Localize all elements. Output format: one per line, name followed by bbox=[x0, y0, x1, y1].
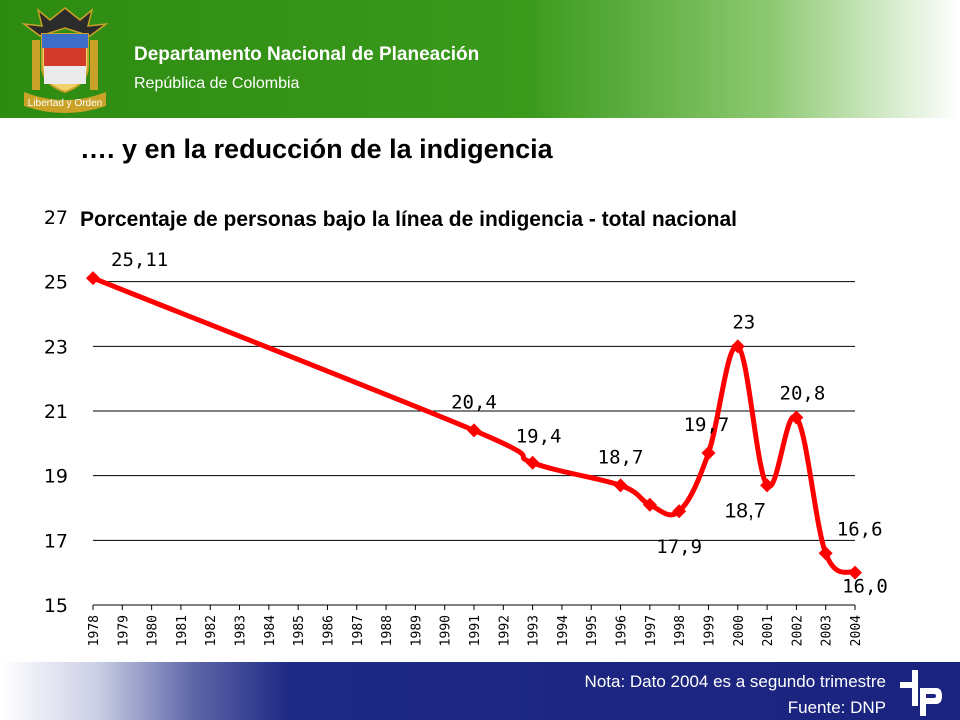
data-label: 16,6 bbox=[837, 518, 883, 540]
data-point-marker bbox=[760, 478, 775, 493]
organization-name: Departamento Nacional de Planeación bbox=[134, 44, 480, 65]
x-tick-label: 1979 bbox=[116, 615, 131, 646]
data-point-marker bbox=[672, 504, 687, 519]
x-tick-label: 1982 bbox=[204, 615, 219, 646]
data-point-marker bbox=[613, 478, 628, 493]
data-note: Nota: Dato 2004 es a segundo trimestre bbox=[584, 672, 886, 691]
data-point-marker bbox=[525, 455, 540, 470]
data-point-marker bbox=[86, 271, 100, 286]
crest-motto: Libertad y Orden bbox=[28, 98, 103, 109]
data-label: 16,0 bbox=[842, 576, 888, 598]
y-tick-label: 27 bbox=[44, 207, 68, 229]
x-tick-label: 1984 bbox=[263, 615, 278, 646]
data-source: Fuente: DNP bbox=[787, 698, 886, 717]
y-tick-label: 23 bbox=[44, 336, 68, 358]
x-tick-label: 1993 bbox=[527, 615, 542, 646]
header-banner: Libertad y Orden Departamento Nacional d… bbox=[0, 0, 960, 118]
data-point-marker bbox=[848, 565, 862, 580]
x-tick-label: 2001 bbox=[761, 615, 776, 646]
x-tick-label: 1981 bbox=[175, 615, 190, 646]
x-tick-label: 1991 bbox=[468, 615, 483, 646]
x-tick-label: 1997 bbox=[644, 615, 659, 646]
x-tick-label: 1988 bbox=[380, 615, 395, 646]
x-tick-label: 1986 bbox=[321, 615, 336, 646]
data-label: 20,4 bbox=[451, 391, 497, 413]
y-tick-label: 19 bbox=[44, 466, 68, 488]
data-point-marker bbox=[730, 339, 745, 354]
x-tick-label: 1992 bbox=[497, 615, 512, 646]
x-tick-label: 1998 bbox=[673, 615, 688, 646]
x-tick-label: 1987 bbox=[351, 615, 366, 646]
dnp-logo-icon bbox=[900, 670, 942, 716]
y-tick-label: 21 bbox=[44, 401, 68, 423]
data-point-marker bbox=[789, 410, 804, 425]
data-label: 17,9 bbox=[656, 536, 702, 558]
colombia-coat-of-arms-icon: Libertad y Orden bbox=[21, 7, 109, 113]
x-tick-label: 1980 bbox=[146, 615, 161, 646]
x-tick-label: 2000 bbox=[732, 615, 747, 646]
data-label: 19,4 bbox=[516, 426, 562, 448]
x-tick-label: 1989 bbox=[409, 615, 424, 646]
x-tick-label: 1995 bbox=[585, 615, 600, 646]
chart-title: Porcentaje de personas bajo la línea de … bbox=[80, 208, 737, 231]
x-tick-label: 1985 bbox=[292, 615, 307, 646]
data-point-marker bbox=[818, 546, 833, 561]
data-label: 25,11 bbox=[111, 249, 168, 271]
data-label: 23 bbox=[732, 311, 755, 333]
x-tick-label: 1999 bbox=[702, 615, 717, 646]
organization-country: República de Colombia bbox=[134, 75, 300, 92]
data-label: 18,7 bbox=[725, 499, 766, 522]
x-tick-label: 2002 bbox=[790, 615, 805, 646]
y-tick-label: 25 bbox=[44, 272, 68, 294]
indigence-line-chart: Porcentaje de personas bajo la línea de … bbox=[44, 207, 888, 646]
x-tick-label: 2003 bbox=[820, 615, 835, 646]
data-point-marker bbox=[642, 497, 657, 512]
x-tick-label: 1994 bbox=[556, 615, 571, 646]
y-tick-label: 15 bbox=[44, 595, 68, 617]
data-label: 18,7 bbox=[598, 446, 644, 468]
x-tick-label: 1978 bbox=[87, 615, 102, 646]
data-point-marker bbox=[701, 446, 716, 461]
data-label: 20,8 bbox=[780, 382, 826, 404]
x-tick-label: 2004 bbox=[849, 615, 864, 646]
data-point-marker bbox=[467, 423, 481, 438]
footer-banner: Nota: Dato 2004 es a segundo trimestre F… bbox=[0, 662, 960, 720]
x-tick-label: 1983 bbox=[234, 615, 249, 646]
data-label: 19,7 bbox=[684, 414, 730, 436]
x-tick-label: 1990 bbox=[439, 615, 454, 646]
x-tick-label: 1996 bbox=[615, 615, 630, 646]
y-tick-label: 17 bbox=[44, 530, 68, 552]
slide-title: …. y en la reducción de la indigencia bbox=[80, 134, 553, 164]
